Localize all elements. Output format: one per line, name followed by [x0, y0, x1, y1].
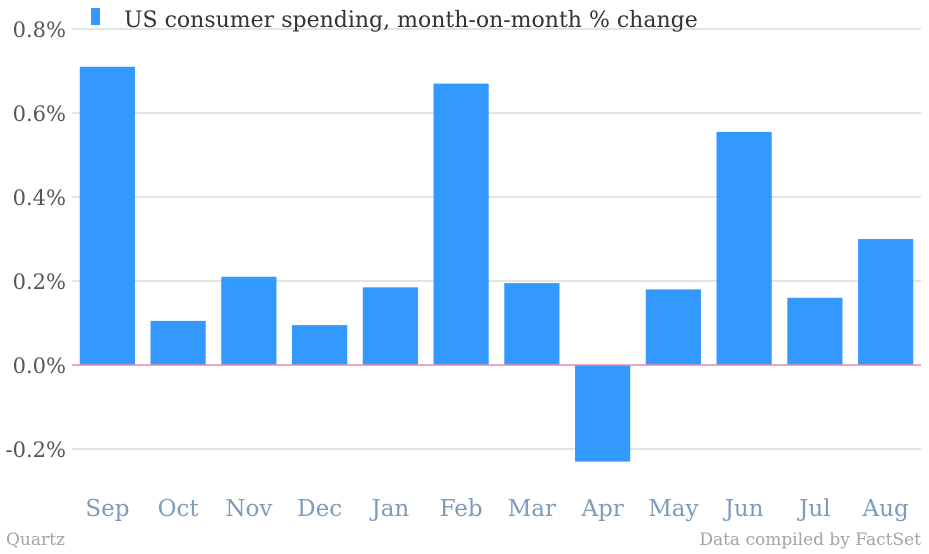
x-tick-label: Apr: [580, 496, 623, 522]
x-tick-label: Oct: [158, 496, 200, 522]
bar-nov: [221, 276, 277, 365]
x-tick-label: Mar: [508, 496, 556, 522]
bar-sep: [79, 66, 135, 366]
x-tick-label: Aug: [862, 496, 909, 522]
bar-oct: [150, 320, 206, 365]
x-tick-label: Nov: [225, 496, 272, 522]
bar-aug: [858, 239, 914, 365]
x-tick-label: Dec: [297, 496, 342, 522]
x-tick-label: Jan: [370, 496, 410, 522]
bars: [79, 66, 914, 462]
x-tick-label: Feb: [440, 496, 483, 522]
bar-apr: [575, 365, 631, 462]
bar-dec: [292, 325, 348, 365]
data-source-note: Data compiled by FactSet: [699, 530, 921, 550]
y-tick-label: 0.6%: [13, 102, 66, 126]
bar-mar: [504, 283, 560, 365]
bar-feb: [433, 83, 489, 365]
x-axis-labels: Sep Oct Nov Dec Jan Feb Mar Apr May Jun Jul Aug: [85, 496, 909, 522]
x-tick-label: Sep: [85, 496, 129, 522]
x-tick-label: Jul: [797, 496, 830, 522]
y-tick-label: 0.0%: [13, 354, 66, 378]
bar-jul: [787, 297, 843, 365]
y-tick-label: -0.2%: [6, 438, 66, 462]
legend-label: US consumer spending, month-on-month % c…: [124, 8, 698, 33]
y-tick-label: 0.2%: [13, 270, 66, 294]
y-axis-labels: 0.8% 0.6% 0.4% 0.2% 0.0% -0.2%: [6, 18, 66, 462]
x-tick-label: Jun: [723, 496, 764, 522]
bar-jun: [716, 131, 772, 365]
bar-may: [645, 289, 701, 365]
x-tick-label: May: [648, 496, 698, 522]
bar-jan: [362, 287, 418, 365]
gridlines: [72, 28, 921, 450]
source-credit: Quartz: [6, 530, 65, 550]
legend-swatch: [91, 8, 100, 25]
y-tick-label: 0.8%: [13, 18, 66, 42]
legend: US consumer spending, month-on-month % c…: [91, 8, 698, 33]
y-tick-label: 0.4%: [13, 186, 66, 210]
